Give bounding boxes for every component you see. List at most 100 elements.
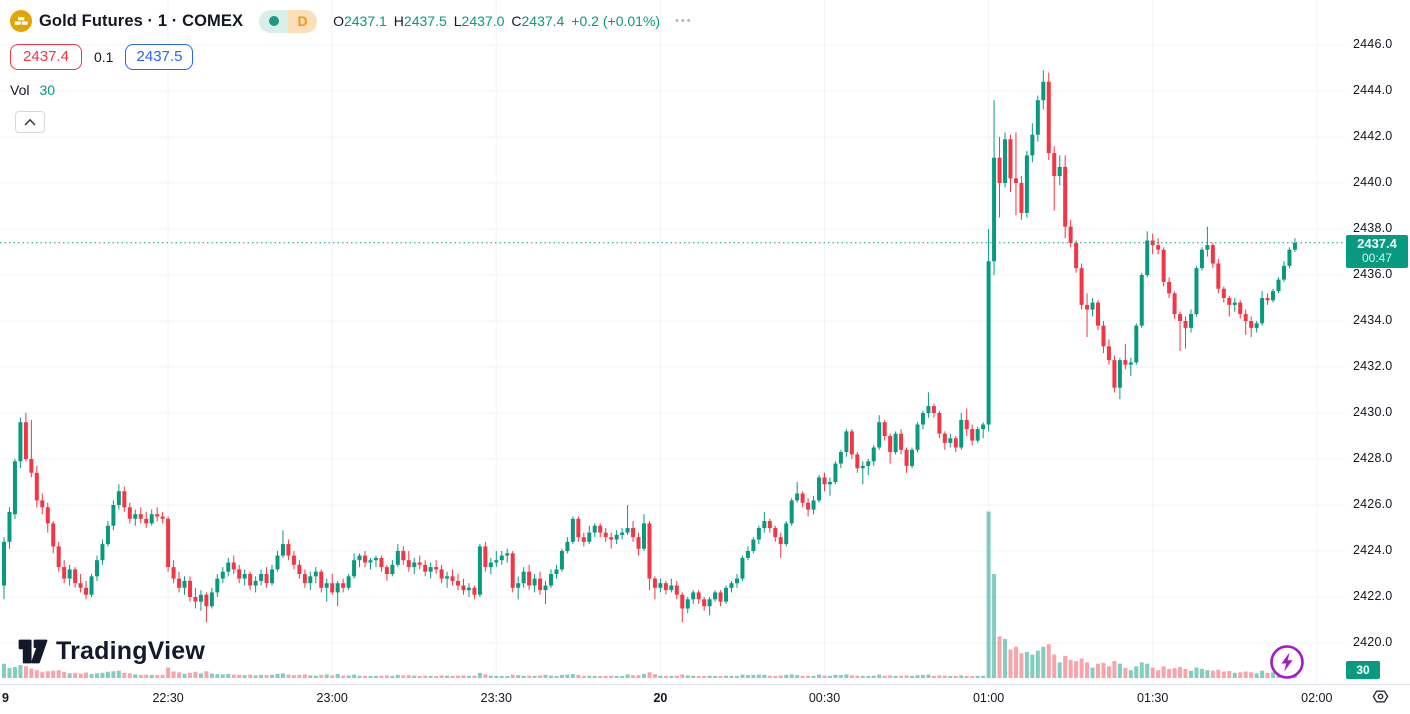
candle-body	[499, 555, 504, 561]
volume-bar	[1096, 663, 1100, 678]
symbol-row: Gold Futures · 1 · COMEX D O2437.1 H2437…	[10, 8, 693, 34]
lightning-trade-button[interactable]	[1269, 644, 1305, 680]
candle-body	[1249, 321, 1254, 328]
candle-body	[964, 419, 969, 430]
candle-body	[357, 555, 362, 561]
volume-bar	[401, 675, 406, 678]
volume-bar	[1199, 668, 1204, 678]
chevron-up-icon	[24, 118, 36, 126]
candle-body	[2, 541, 6, 586]
volume-bar	[67, 673, 72, 678]
candle-body	[319, 571, 324, 588]
candle-body	[811, 500, 816, 510]
market-status-segment[interactable]	[259, 9, 289, 33]
time-tick-label: 02:00	[1301, 691, 1333, 705]
candle-body	[1260, 298, 1265, 324]
volume-bar	[1265, 672, 1270, 678]
volume-bar	[559, 674, 564, 678]
volume-bar	[1183, 668, 1188, 678]
volume-bar	[931, 675, 936, 678]
candle-body	[133, 514, 138, 519]
candle-body	[45, 507, 50, 524]
candle-body	[1227, 298, 1232, 305]
volume-bar	[171, 671, 176, 678]
volume-bar	[948, 676, 953, 678]
volume-bar	[335, 674, 340, 678]
candle-body	[849, 431, 854, 455]
candle-body	[390, 564, 395, 574]
volume-bar	[313, 675, 318, 678]
candle-body	[1090, 302, 1095, 310]
volume-bar	[1216, 669, 1221, 678]
volume-bar	[543, 674, 548, 678]
candle-body	[981, 424, 986, 430]
volume-bar	[707, 675, 712, 678]
volume-bar	[1238, 672, 1243, 678]
volume-bar	[237, 674, 242, 678]
volume-bar	[1085, 662, 1090, 678]
candle-body	[674, 585, 679, 595]
volume-bar	[259, 674, 264, 678]
volume-bar	[609, 675, 614, 678]
candle-body	[215, 578, 220, 593]
candle-body	[603, 532, 608, 538]
candle-body	[1057, 166, 1062, 177]
candlestick-pane[interactable]	[0, 0, 1345, 684]
price-axis[interactable]: 2437.4 00:47 30 2420.0 2422.0 2424.0 2426.0…	[1345, 0, 1410, 684]
candle-body	[817, 477, 822, 501]
candle-body	[532, 578, 537, 586]
volume-bar	[1024, 652, 1029, 678]
candle-body	[1178, 314, 1183, 321]
candle-body	[226, 562, 231, 572]
last-price-value: 2437.4	[1357, 235, 1397, 251]
volume-bar	[937, 675, 942, 678]
volume-bar	[745, 675, 750, 678]
volume-axis-badge: 30	[1346, 661, 1380, 679]
more-options-icon[interactable]: •••	[675, 15, 693, 27]
sell-button[interactable]: 2437.4	[10, 43, 82, 70]
candle-body	[625, 528, 630, 533]
tradingview-watermark[interactable]: TradingView	[18, 637, 205, 666]
candle-body	[1128, 362, 1133, 365]
buy-button[interactable]: 2437.5	[125, 43, 194, 70]
volume-bar	[1068, 659, 1073, 678]
candle-body	[680, 594, 685, 609]
interval-d-segment[interactable]: D	[288, 9, 318, 33]
volume-bar	[319, 674, 324, 678]
symbol-title[interactable]: Gold Futures · 1 · COMEX	[39, 11, 244, 30]
gold-symbol-icon[interactable]	[10, 10, 32, 32]
candle-body	[806, 502, 811, 510]
candle-body	[1139, 275, 1144, 326]
candle-body	[931, 406, 936, 413]
candle-body	[685, 599, 690, 609]
timezone-settings-icon[interactable]	[1372, 688, 1389, 710]
price-tick-label: 2438.0	[1353, 221, 1393, 235]
candle-body	[1019, 183, 1024, 213]
candle-body	[1276, 279, 1281, 292]
candle-body	[253, 580, 258, 586]
collapse-legend-button[interactable]	[15, 111, 45, 133]
candle-body	[56, 546, 61, 568]
candle-body	[166, 518, 171, 568]
volume-bar	[663, 675, 668, 678]
volume-bar	[297, 674, 302, 678]
volume-bar	[1161, 666, 1166, 678]
volume-bar	[849, 675, 854, 678]
candle-body	[953, 438, 958, 448]
time-tick-label: 00:30	[808, 691, 841, 705]
interval-pill[interactable]: D	[259, 9, 318, 33]
candle-body	[1238, 302, 1243, 315]
volume-bar	[795, 675, 800, 678]
volume-bar	[953, 675, 958, 678]
candle-body	[767, 521, 772, 528]
volume-bar	[423, 675, 428, 678]
volume-bar	[406, 675, 411, 678]
volume-bar	[275, 673, 280, 678]
candle-body	[538, 578, 543, 591]
time-axis[interactable]: 9 22:30 23:00 23:30 20 00:30 01:00 01:30 02:00	[0, 684, 1410, 714]
volume-bar	[111, 671, 116, 678]
volume-bar	[915, 675, 920, 678]
volume-bar	[1041, 646, 1046, 678]
candle-body	[827, 482, 832, 485]
volume-bar	[1260, 670, 1265, 678]
